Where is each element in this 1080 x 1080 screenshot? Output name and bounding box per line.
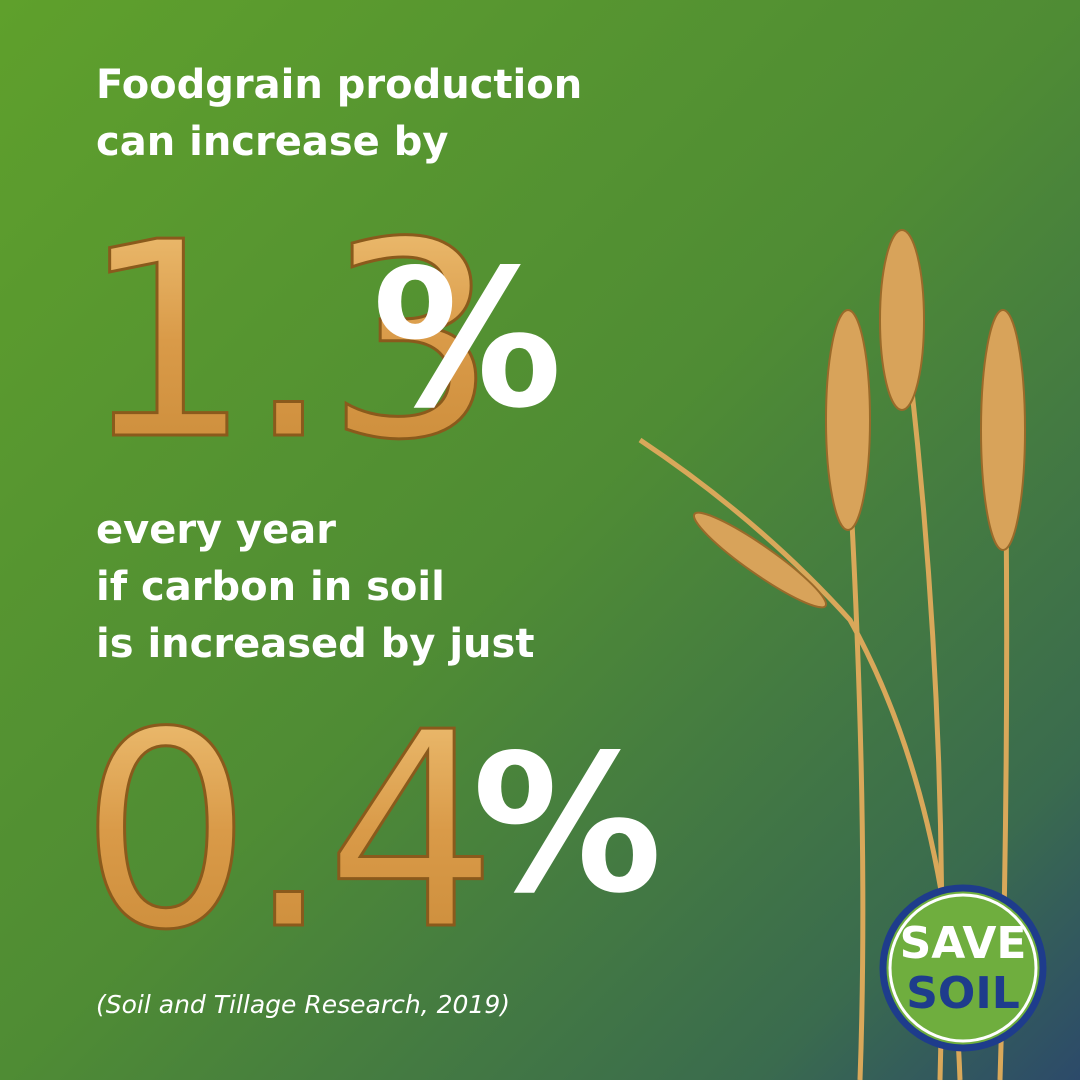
citation: (Soil and Tillage Research, 2019) [96, 990, 510, 1019]
headline-line: Foodgrain production [96, 62, 582, 108]
wheat-head [825, 309, 871, 531]
condition-line: if carbon in soil [96, 564, 445, 610]
second-unit: % [472, 714, 662, 935]
first-unit: % [372, 229, 562, 450]
second-figure: 0.4 [80, 674, 491, 989]
logo-ring [888, 893, 1038, 1043]
logo-circle [879, 884, 1047, 1052]
wheat-heads [692, 229, 1026, 609]
wheat-head [692, 511, 828, 609]
logo-text: SOIL [906, 968, 1020, 1019]
logo-text: SAVE [900, 918, 1027, 969]
condition-line: is increased by just [96, 621, 534, 667]
wheat-head [980, 309, 1026, 551]
save-soil-logo: SAVE SOIL [879, 884, 1047, 1052]
headline-line: can increase by [96, 119, 448, 165]
first-figure: 1.3 [80, 184, 491, 499]
condition-line: every year [96, 507, 336, 553]
wheat-head [879, 229, 925, 411]
